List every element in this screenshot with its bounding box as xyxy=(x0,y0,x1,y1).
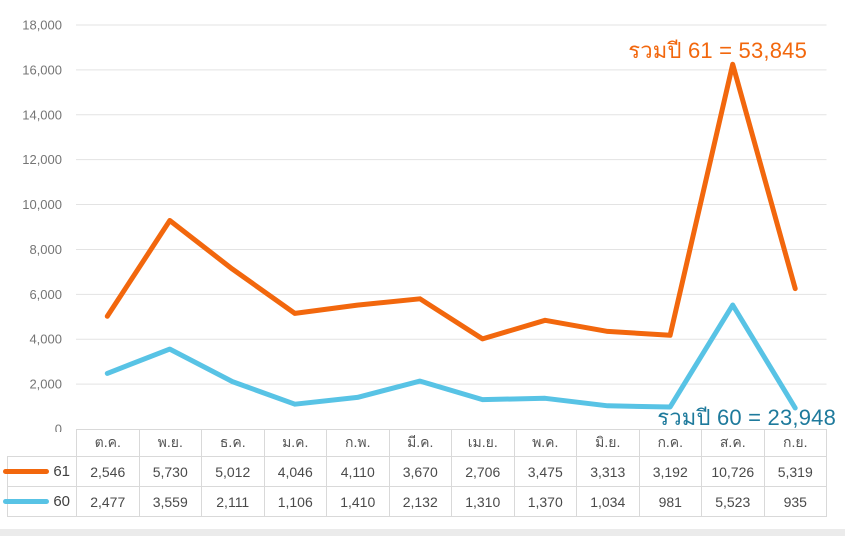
month-header-cell: พ.ย. xyxy=(138,429,202,457)
y-axis-tick-label: 8,000 xyxy=(29,242,62,257)
value-cell: 1,410 xyxy=(326,486,390,517)
y-axis-tick-label: 12,000 xyxy=(22,152,62,167)
monthly-values-table: ต.ค. พ.ย. ธ.ค. ม.ค. ก.พ. มี.ค. เม.ย. พ.ค. มิ.ย. ก… xyxy=(3,429,827,517)
value-cell: 4,046 xyxy=(263,456,327,487)
table-row: 61 2,546 5,730 5,012 4,046 4,110 3,670 2,706 3,4… xyxy=(3,456,827,487)
value-cell: 2,477 xyxy=(76,486,140,517)
y-axis-tick-label: 10,000 xyxy=(22,197,62,212)
legend-label: 61 xyxy=(53,463,70,480)
value-cell: 5,012 xyxy=(201,456,265,487)
series-60-swatch xyxy=(3,499,50,504)
chart-plot-area: 0 2,000 4,000 6,000 8,000 10,000 12,000 14,000 1… xyxy=(22,18,827,433)
annotation-total-61: รวมปี 61 = 53,845 xyxy=(628,38,807,63)
table-row: 60 2,477 3,559 2,111 1,106 1,410 2,132 1,310 1,3… xyxy=(3,486,827,517)
month-header-cell: พ.ค. xyxy=(513,429,577,457)
value-cell: 935 xyxy=(763,486,827,517)
y-axis-tick-label: 18,000 xyxy=(22,18,62,33)
legend-60: 60 xyxy=(3,486,77,517)
value-cell: 5,319 xyxy=(763,456,827,487)
month-header-cell: เม.ย. xyxy=(451,429,515,457)
value-cell: 2,111 xyxy=(201,486,265,517)
y-axis-tick-label: 2,000 xyxy=(29,377,62,392)
month-header-cell: ก.ย. xyxy=(763,429,827,457)
value-cell: 3,192 xyxy=(638,456,702,487)
value-cell: 3,313 xyxy=(576,456,640,487)
series-61-swatch xyxy=(3,469,50,474)
series-60-line xyxy=(104,302,798,411)
value-cell: 10,726 xyxy=(701,456,765,487)
value-cell: 4,110 xyxy=(326,456,390,487)
value-cell: 981 xyxy=(638,486,702,517)
value-cell: 3,670 xyxy=(388,456,452,487)
value-cell: 1,310 xyxy=(451,486,515,517)
y-axis-tick-label: 4,000 xyxy=(29,332,62,347)
series-61-line xyxy=(104,61,798,342)
month-header-cell: มี.ค. xyxy=(388,429,452,457)
month-header-cell: มิ.ย. xyxy=(576,429,640,457)
value-cell: 2,546 xyxy=(76,456,140,487)
y-axis-tick-label: 6,000 xyxy=(29,287,62,302)
value-cell: 3,475 xyxy=(513,456,577,487)
y-axis-tick-label: 16,000 xyxy=(22,62,62,77)
value-cell: 1,106 xyxy=(263,486,327,517)
value-cell: 1,034 xyxy=(576,486,640,517)
value-cell: 2,706 xyxy=(451,456,515,487)
value-cell: 5,730 xyxy=(138,456,202,487)
legend-corner-cell xyxy=(8,430,77,457)
month-header-cell: ต.ค. xyxy=(76,429,140,457)
legend-label: 60 xyxy=(53,493,70,510)
value-cell: 5,523 xyxy=(701,486,765,517)
y-axis-tick-label: 0 xyxy=(55,422,62,433)
month-header-cell: ม.ค. xyxy=(263,429,327,457)
legend-61: 61 xyxy=(3,456,77,487)
value-cell: 1,370 xyxy=(513,486,577,517)
month-header-cell: ก.พ. xyxy=(326,429,390,457)
annotation-total-60: รวมปี 60 = 23,948 xyxy=(657,405,836,430)
table-header-row: ต.ค. พ.ย. ธ.ค. ม.ค. ก.พ. มี.ค. เม.ย. พ.ค. มิ.ย. ก… xyxy=(8,429,827,457)
y-axis-tick-label: 14,000 xyxy=(22,107,62,122)
value-cell: 3,559 xyxy=(138,486,202,517)
value-cell: 2,132 xyxy=(388,486,452,517)
bottom-divider xyxy=(0,529,845,536)
month-header-cell: ส.ค. xyxy=(701,429,765,457)
month-header-cell: ธ.ค. xyxy=(201,429,265,457)
month-header-cell: ก.ค. xyxy=(638,429,702,457)
